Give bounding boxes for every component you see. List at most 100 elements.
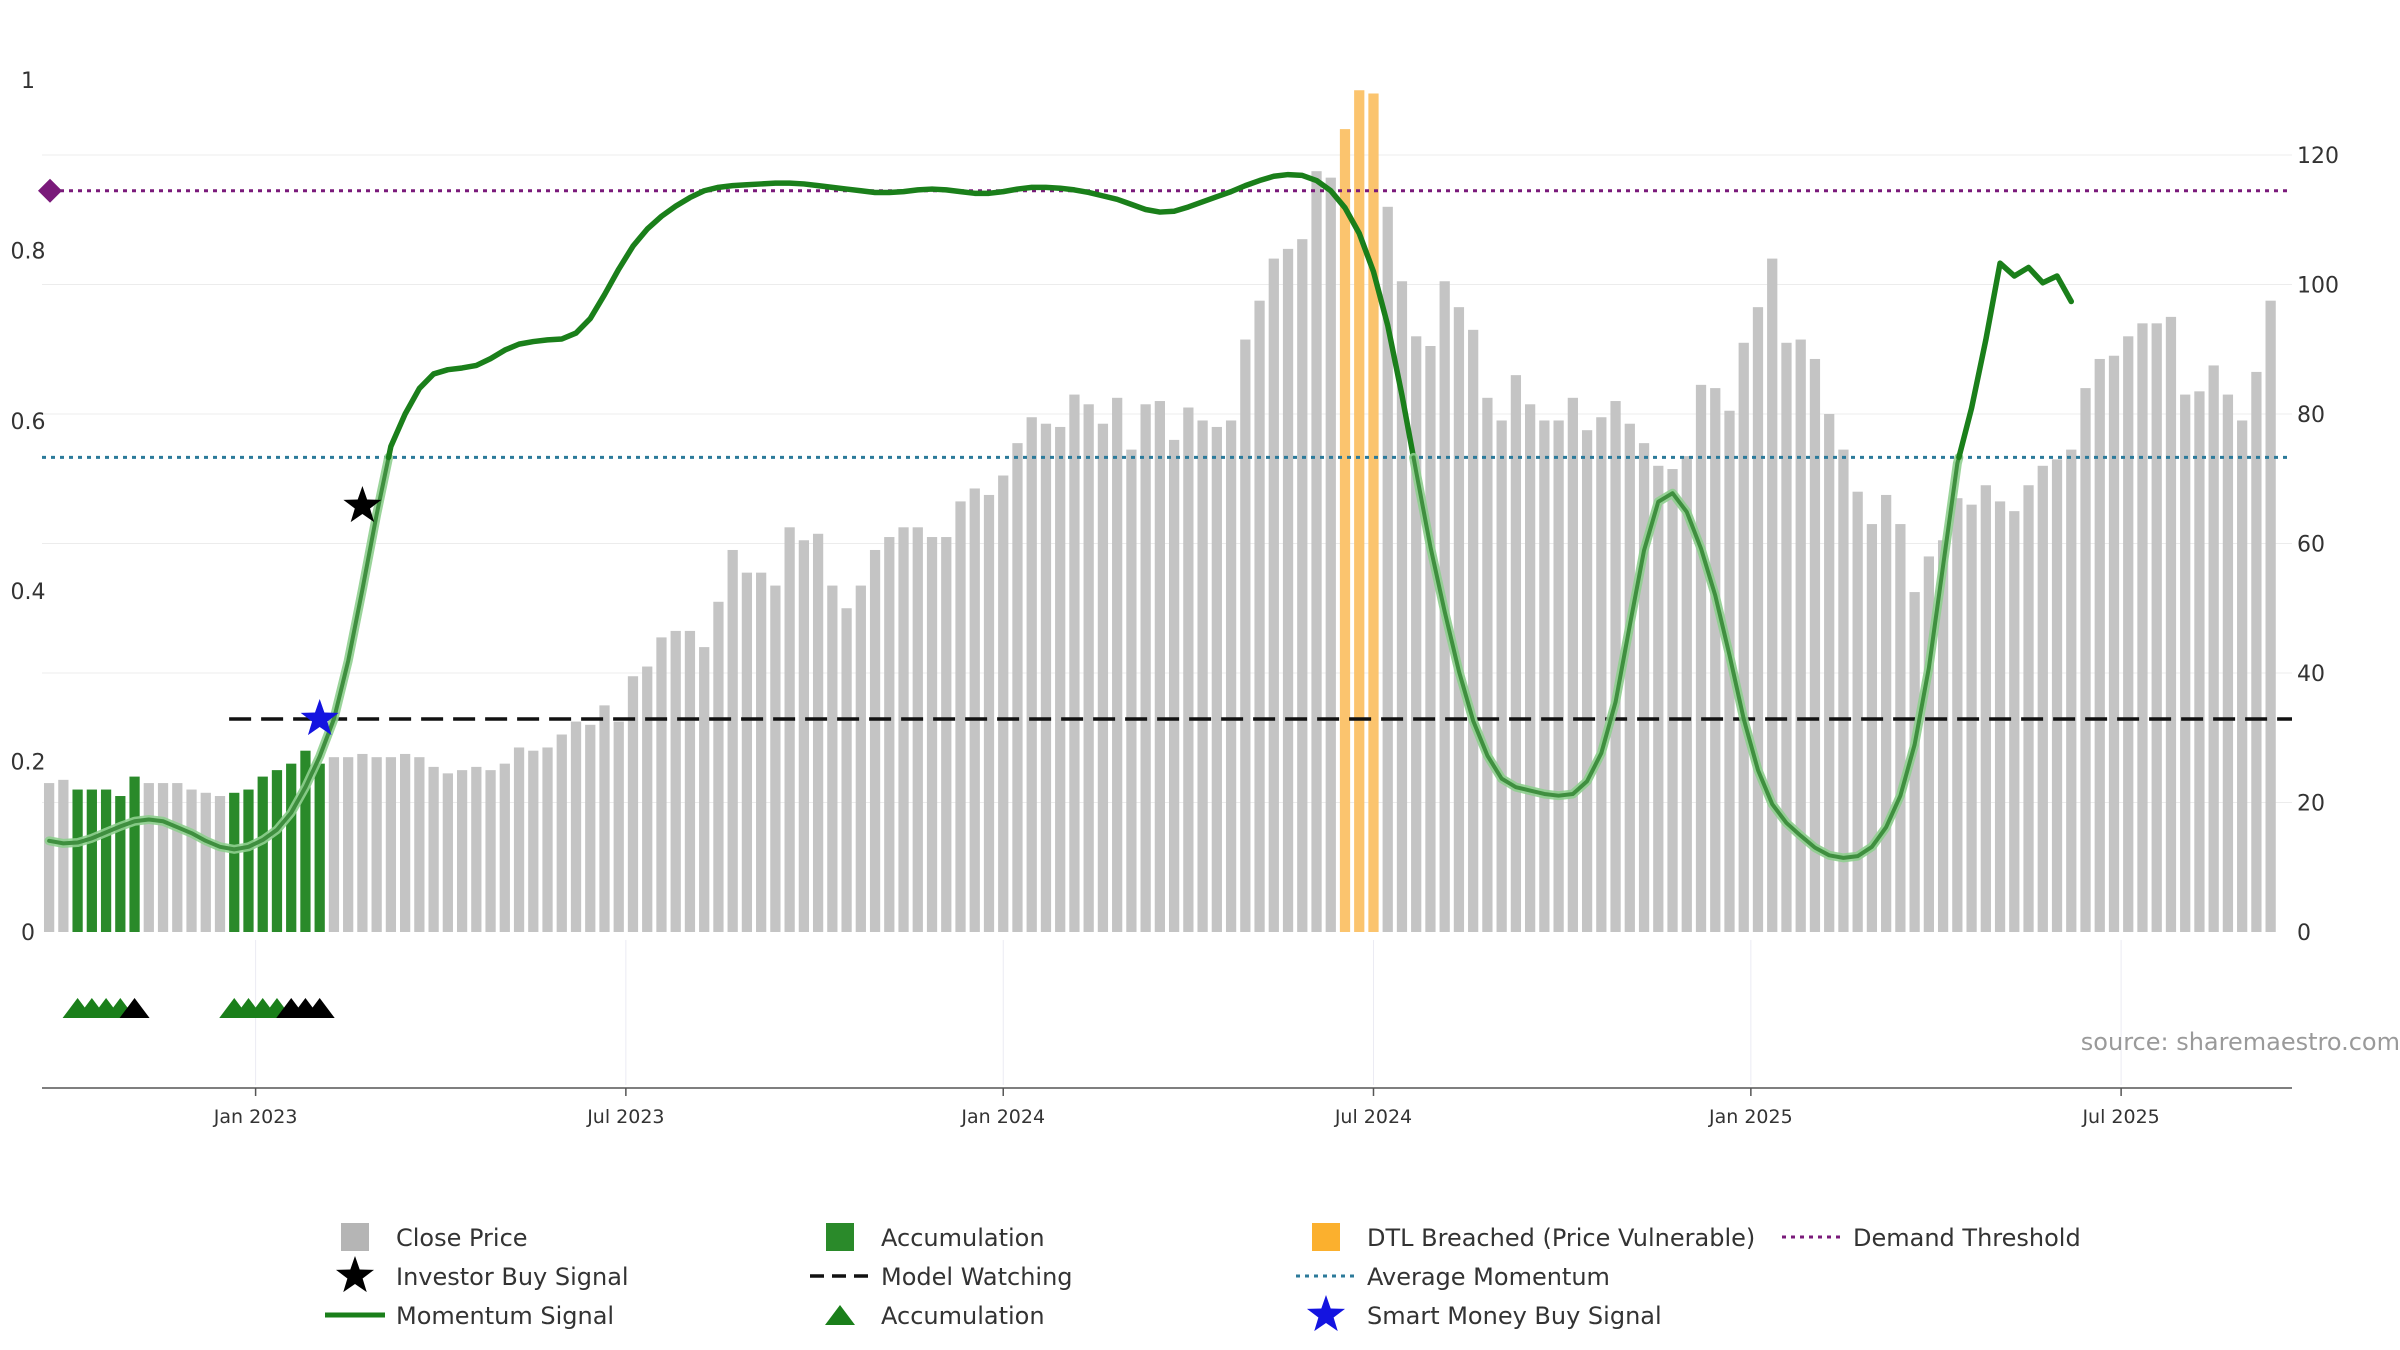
close-price-bar xyxy=(414,757,425,932)
close-price-bar xyxy=(699,647,710,932)
left-tick-label: 0.4 xyxy=(11,580,46,605)
close-price-bar xyxy=(1624,423,1635,932)
x-tick-label: Jul 2023 xyxy=(586,1106,664,1128)
close-price-bar xyxy=(1382,206,1393,933)
close-price-bar xyxy=(1895,524,1906,932)
accumulation-bar xyxy=(115,796,126,932)
close-price-bar xyxy=(1083,404,1094,932)
close-price-bar xyxy=(627,676,639,932)
dtl-breached-bar xyxy=(1368,93,1379,933)
legend-triangle-icon xyxy=(825,1305,855,1325)
close-price-bar xyxy=(343,757,354,932)
left-tick-label: 0.6 xyxy=(11,410,46,435)
close-price-bar xyxy=(599,705,610,933)
legend-label: Average Momentum xyxy=(1367,1263,1610,1291)
momentum-line-strong xyxy=(385,171,1417,461)
accumulation-bar xyxy=(100,789,112,932)
close-price-bar xyxy=(1040,423,1052,932)
left-tick-label: 0.8 xyxy=(11,239,46,264)
close-price-bar xyxy=(1197,420,1208,932)
momentum-line-weak xyxy=(47,455,391,852)
close-price-bar xyxy=(941,537,952,932)
close-price-bar xyxy=(2066,449,2077,932)
legend-label: Accumulation xyxy=(881,1224,1045,1252)
close-price-bar xyxy=(756,572,767,932)
accumulation-bar xyxy=(243,789,254,932)
right-tick-label: 0 xyxy=(2297,921,2311,946)
close-price-bar xyxy=(214,796,226,932)
accumulation-bar xyxy=(286,763,297,932)
close-price-bar xyxy=(798,540,809,932)
close-price-bar xyxy=(1112,397,1123,932)
close-price-bar xyxy=(613,721,624,932)
close-price-bar xyxy=(428,766,439,932)
x-tick-label: Jul 2025 xyxy=(2081,1106,2159,1128)
close-price-bar xyxy=(2194,391,2205,933)
close-price-bar xyxy=(1453,307,1465,932)
legend-item: Smart Money Buy Signal xyxy=(1306,1295,1662,1332)
close-price-bar xyxy=(2009,511,2020,933)
legend-item: Average Momentum xyxy=(1296,1263,1610,1291)
close-price-bar xyxy=(1838,449,1849,932)
legend-item: Demand Threshold xyxy=(1782,1224,2081,1252)
reference-lines xyxy=(38,178,2292,721)
momentum-layer xyxy=(44,171,2075,863)
close-price-bar xyxy=(684,630,696,932)
accumulation-triangle xyxy=(304,998,335,1018)
close-price-bar xyxy=(1496,420,1507,932)
close-price-bar xyxy=(827,585,838,932)
x-tick-label: Jan 2025 xyxy=(1708,1106,1793,1128)
close-price-bar xyxy=(784,527,795,932)
x-tick-label: Jul 2024 xyxy=(1334,1106,1412,1128)
close-price-bar xyxy=(200,792,211,932)
close-price-bar xyxy=(1240,339,1251,932)
close-price-bar xyxy=(1297,239,1308,932)
left-tick-label: 1 xyxy=(21,69,35,94)
close-price-bar xyxy=(1781,342,1792,932)
close-price-bar xyxy=(656,637,667,932)
close-price-bar xyxy=(912,527,923,932)
accumulation-bar xyxy=(257,776,268,932)
left-tick-label: 0 xyxy=(21,921,35,946)
close-price-bar xyxy=(1767,258,1778,933)
legend-label: Investor Buy Signal xyxy=(396,1263,629,1291)
legend-item: Accumulation xyxy=(825,1302,1045,1330)
legend-item: Accumulation xyxy=(826,1223,1045,1252)
signal-markers xyxy=(62,486,382,1018)
right-tick-label: 100 xyxy=(2297,274,2339,299)
investor-buy-signal-star xyxy=(343,486,382,523)
close-price-bar xyxy=(727,549,738,932)
close-price-bar xyxy=(1012,443,1023,932)
close-price-bar xyxy=(2165,316,2177,933)
close-price-bar xyxy=(1425,346,1436,932)
close-price-bar xyxy=(143,783,154,932)
legend-item: Model Watching xyxy=(810,1263,1073,1291)
close-price-bar xyxy=(1325,177,1336,932)
close-price-bar xyxy=(869,549,881,932)
legend-square-icon xyxy=(1312,1223,1340,1251)
close-price-bar xyxy=(841,608,852,932)
close-price-bar xyxy=(1140,404,1151,932)
close-price-bar xyxy=(556,734,567,932)
close-price-bar xyxy=(1809,358,1821,933)
close-price-bar xyxy=(585,724,596,932)
close-price-bar xyxy=(471,766,482,932)
close-price-bar xyxy=(1510,375,1522,932)
close-price-bar xyxy=(1311,171,1322,932)
x-tick-label: Jan 2024 xyxy=(960,1106,1045,1128)
close-price-bar xyxy=(1282,248,1294,932)
close-price-bar xyxy=(1610,401,1621,932)
legend-label: Momentum Signal xyxy=(396,1302,614,1330)
close-price-bar xyxy=(499,763,510,932)
close-price-bar xyxy=(1126,449,1137,932)
close-price-bar xyxy=(456,770,468,933)
close-price-bar xyxy=(1923,556,1934,932)
close-price-bar xyxy=(2208,365,2219,932)
close-price-bar xyxy=(1824,414,1835,932)
close-price-bar xyxy=(1069,394,1080,933)
close-price-bar xyxy=(1738,342,1749,932)
close-price-bar xyxy=(642,666,653,932)
left-tick-label: 0.2 xyxy=(11,751,46,776)
close-price-bar xyxy=(983,494,995,932)
accumulation-bar xyxy=(86,789,97,932)
